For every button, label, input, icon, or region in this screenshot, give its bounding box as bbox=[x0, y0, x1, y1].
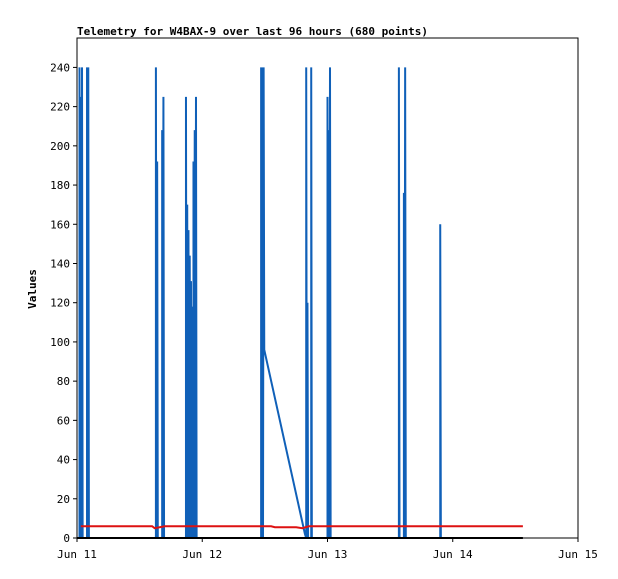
y-tick-label: 220 bbox=[50, 101, 70, 114]
y-tick-label: 160 bbox=[50, 218, 70, 231]
y-tick-label: 40 bbox=[57, 454, 70, 467]
x-tick-label: Jun 15 bbox=[558, 548, 598, 561]
x-tick-label: Jun 11 bbox=[57, 548, 97, 561]
y-tick-label: 120 bbox=[50, 297, 70, 310]
y-tick-label: 60 bbox=[57, 414, 70, 427]
y-tick-label: 0 bbox=[63, 532, 70, 545]
x-tick-label: Jun 13 bbox=[308, 548, 348, 561]
y-axis: 0 20 40 60 80 100 120 140 160 180 200 220 240 bbox=[50, 61, 77, 545]
x-axis: Jun 11 Jun 12 Jun 13 Jun 14 Jun 15 bbox=[57, 538, 598, 561]
y-axis-label: Values bbox=[26, 269, 39, 309]
y-tick-label: 200 bbox=[50, 140, 70, 153]
y-tick-label: 80 bbox=[57, 375, 70, 388]
series-layer bbox=[77, 67, 523, 539]
y-tick-label: 20 bbox=[57, 493, 70, 506]
y-tick-label: 240 bbox=[50, 61, 70, 74]
x-tick-label: Jun 12 bbox=[182, 548, 222, 561]
series-line-flat_series bbox=[80, 525, 523, 530]
x-tick-label: Jun 14 bbox=[433, 548, 473, 561]
y-tick-label: 100 bbox=[50, 336, 70, 349]
y-tick-label: 140 bbox=[50, 257, 70, 270]
chart-title: Telemetry for W4BAX-9 over last 96 hours… bbox=[77, 25, 428, 38]
series-line-spike_series bbox=[78, 67, 442, 539]
y-tick-label: 180 bbox=[50, 179, 70, 192]
